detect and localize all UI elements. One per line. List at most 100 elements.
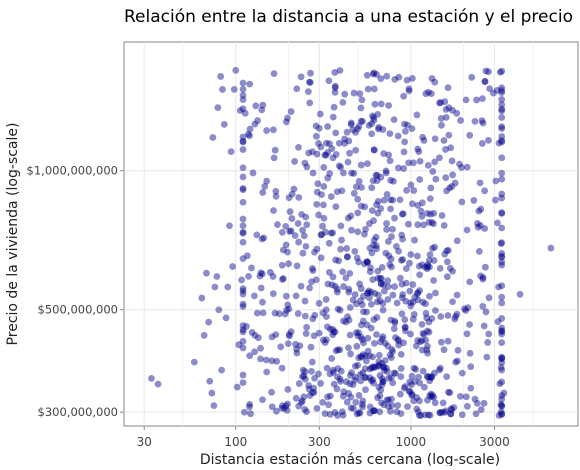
scatter-point	[239, 337, 247, 345]
scatter-point	[312, 122, 320, 130]
scatter-point	[479, 273, 487, 281]
scatter-point	[317, 143, 325, 151]
scatter-point	[209, 134, 217, 141]
scatter-point	[453, 310, 461, 318]
scatter-point	[400, 339, 407, 347]
scatter-point	[357, 297, 364, 305]
scatter-point	[369, 112, 376, 120]
scatter-point	[239, 238, 247, 246]
scatter-point	[409, 298, 417, 306]
scatter-point	[457, 117, 464, 124]
scatter-point	[475, 247, 483, 255]
scatter-point	[378, 399, 385, 407]
scatter-point	[346, 380, 354, 388]
scatter-point	[399, 291, 407, 298]
scatter-point	[398, 310, 406, 318]
scatter-point	[322, 296, 330, 303]
scatter-point	[278, 261, 286, 269]
scatter-point	[315, 211, 322, 219]
scatter-point	[324, 323, 331, 331]
scatter-point	[412, 342, 420, 350]
scatter-point	[258, 106, 266, 114]
scatter-point	[344, 214, 352, 222]
scatter-point	[349, 296, 357, 304]
scatter-point	[429, 168, 437, 175]
scatter-point	[466, 131, 474, 139]
scatter-point	[272, 331, 280, 339]
scatter-point	[401, 120, 408, 128]
scatter-point	[391, 75, 399, 83]
scatter-point	[354, 332, 362, 340]
scatter-point	[377, 386, 385, 394]
scatter-point	[324, 174, 332, 182]
scatter-point	[322, 306, 330, 314]
scatter-point	[416, 379, 424, 387]
scatter-point	[423, 314, 431, 322]
scatter-point	[283, 306, 290, 314]
scatter-point	[306, 392, 314, 399]
scatter-point	[449, 267, 456, 275]
scatter-point	[210, 402, 218, 409]
scatter-point	[274, 221, 281, 228]
scatter-point	[354, 361, 362, 369]
scatter-point	[329, 331, 337, 339]
scatter-point	[369, 353, 377, 361]
scatter-point	[498, 101, 506, 108]
scatter-point	[401, 316, 409, 324]
scatter-point	[436, 99, 444, 107]
scatter-point	[402, 127, 409, 135]
scatter-point	[430, 209, 438, 217]
scatter-point	[406, 287, 414, 295]
scatter-point	[352, 373, 360, 381]
scatter-point	[239, 326, 247, 334]
scatter-point	[329, 366, 337, 374]
y-tick-label: $1,000,000,000	[27, 164, 118, 178]
scatter-point	[239, 215, 247, 223]
scatter-point	[298, 399, 305, 406]
scatter-point	[364, 85, 372, 93]
scatter-point	[385, 102, 393, 109]
scatter-point	[458, 369, 466, 377]
scatter-point	[412, 365, 420, 373]
scatter-point	[498, 114, 506, 121]
scatter-point	[239, 173, 247, 181]
scatter-point	[352, 146, 360, 154]
scatter-point	[375, 123, 383, 131]
scatter-point	[431, 369, 438, 377]
scatter-point	[400, 92, 408, 100]
scatter-point	[438, 212, 446, 219]
scatter-point	[377, 205, 385, 212]
scatter-point	[352, 129, 359, 136]
scatter-point	[442, 407, 450, 415]
scatter-point	[416, 157, 424, 165]
scatter-point	[407, 302, 415, 310]
x-tick-label: 1000	[396, 435, 427, 449]
scatter-point	[498, 366, 506, 374]
scatter-point	[368, 120, 376, 127]
scatter-point	[279, 275, 287, 282]
scatter-point	[323, 336, 330, 344]
scatter-point	[259, 189, 267, 196]
scatter-point	[320, 201, 327, 209]
scatter-point	[398, 256, 405, 264]
scatter-point	[430, 220, 437, 228]
scatter-point	[495, 139, 503, 147]
scatter-point	[424, 396, 431, 404]
scatter-point	[328, 281, 336, 289]
scatter-point	[301, 405, 309, 413]
scatter-point	[320, 163, 328, 171]
scatter-point	[239, 285, 247, 293]
scatter-point	[343, 378, 350, 386]
scatter-point	[272, 192, 280, 200]
scatter-point	[426, 411, 434, 419]
scatter-point	[285, 194, 293, 202]
scatter-point	[383, 191, 391, 198]
scatter-point	[498, 249, 506, 257]
scatter-point	[361, 230, 368, 238]
scatter-point	[498, 353, 506, 361]
scatter-point	[309, 265, 316, 272]
scatter-point	[377, 100, 385, 108]
scatter-point	[494, 318, 502, 326]
scatter-point	[366, 374, 374, 382]
scatter-point	[330, 328, 338, 336]
